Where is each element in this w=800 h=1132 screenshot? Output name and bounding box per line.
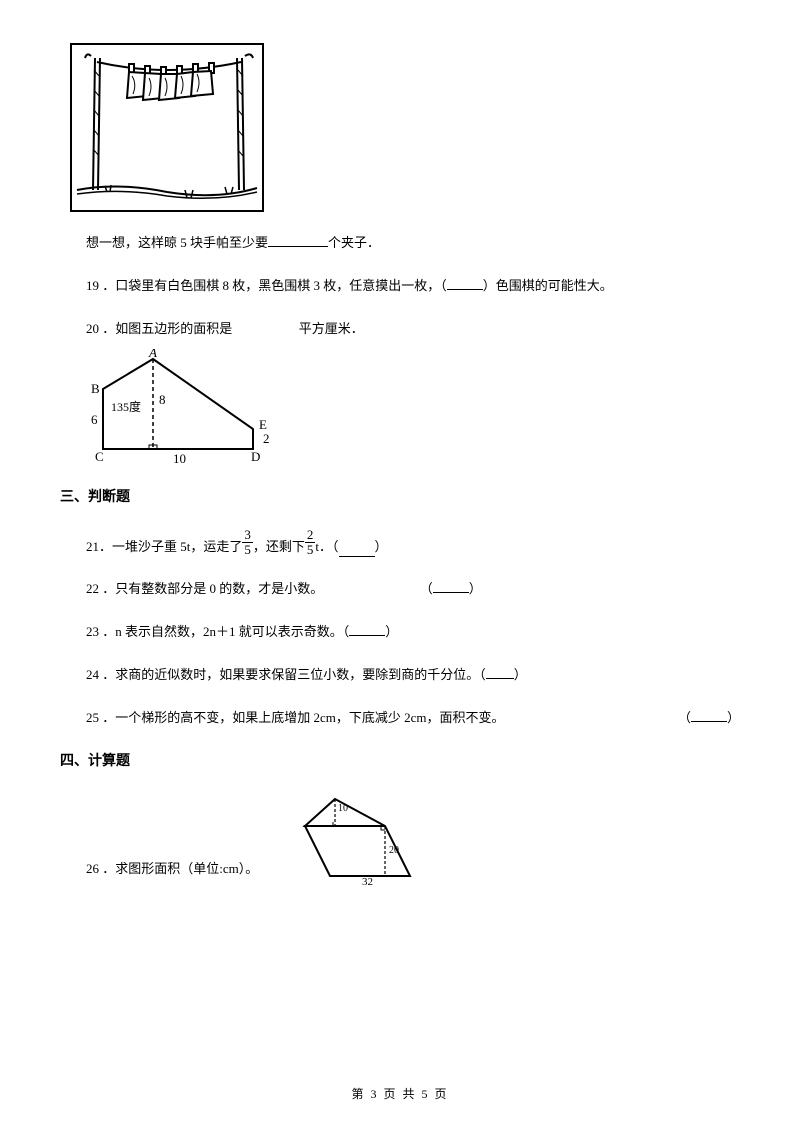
q-text-post: ） — [514, 667, 527, 682]
figure-clothesline — [67, 40, 741, 215]
question-26: 26 ．求图形面积（单位:cm）。 10 20 32 — [60, 791, 740, 886]
q-text: ．只有整数部分是 0 的数，才是小数。 — [102, 581, 323, 596]
blank — [447, 277, 483, 290]
q-text-b: ，还剩下 — [253, 537, 305, 558]
svg-text:2: 2 — [263, 431, 270, 446]
page-content: 想一想，这样晾 5 块手帕至少要 个夹子． 19 ．口袋里有白色围棋 8 枚，黑色… — [60, 40, 740, 886]
footer-text: 第 3 页 共 5 页 — [351, 1087, 448, 1101]
blank — [486, 666, 514, 679]
q-text-post: ）色围棋的可能性大。 — [483, 278, 613, 293]
clothesline-svg — [67, 40, 267, 215]
fraction-2: 25 — [305, 528, 316, 558]
blank — [339, 544, 375, 557]
q-text-d: ） — [375, 537, 388, 558]
heading-3: 三、判断题 — [60, 487, 740, 509]
svg-text:A: A — [148, 349, 157, 360]
svg-text:8: 8 — [159, 392, 166, 407]
q-text-pre: ．n 表示自然数，2n＋1 就可以表示奇数。（ — [102, 624, 349, 639]
q-num: 25 — [86, 710, 99, 725]
question-23: 23 ．n 表示自然数，2n＋1 就可以表示奇数。（ ） — [60, 622, 740, 643]
fraction-1: 35 — [242, 528, 253, 558]
question-20: 20 ．如图五边形的面积是 平方厘米． — [60, 319, 740, 340]
svg-text:20: 20 — [389, 845, 399, 856]
q-text-post: ） — [385, 624, 398, 639]
question-24: 24 ．求商的近似数时，如果要求保留三位小数，要除到商的千分位。（ ） — [60, 665, 740, 686]
parallelogram-svg: 10 20 32 — [270, 791, 420, 886]
svg-text:B: B — [91, 381, 100, 396]
q-text-pre: ．如图五边形的面积是 — [102, 321, 232, 336]
svg-text:10: 10 — [173, 451, 186, 466]
svg-text:10: 10 — [338, 803, 348, 814]
q-num: 22 — [86, 581, 99, 596]
blank — [691, 709, 727, 722]
q-text: ．求图形面积（单位:cm）。 — [102, 861, 258, 876]
q-text-pre: ．求商的近似数时，如果要求保留三位小数，要除到商的千分位。（ — [102, 667, 486, 682]
q-text-a: ．一堆沙子重 5t，运走了 — [99, 537, 242, 558]
q-num: 21 — [86, 537, 99, 558]
q-num: 26 — [86, 861, 99, 876]
q-text: ．一个梯形的高不变，如果上底增加 2cm，下底减少 2cm，面积不变。 — [102, 710, 504, 725]
figure-pentagon: A B C D E 6 8 2 10 135度 — [73, 349, 740, 469]
q-text-pre: ．口袋里有白色围棋 8 枚，黑色围棋 3 枚，任意摸出一枚，（ — [102, 278, 447, 293]
question-22: 22 ．只有整数部分是 0 的数，才是小数。 （） — [60, 579, 740, 600]
svg-text:32: 32 — [362, 876, 373, 886]
caption-post: 个夹子． — [328, 235, 380, 250]
blank — [433, 580, 469, 593]
figure-caption: 想一想，这样晾 5 块手帕至少要 个夹子． — [60, 233, 740, 254]
q-num: 23 — [86, 624, 99, 639]
q-text-post: 平方厘米． — [299, 321, 364, 336]
svg-text:E: E — [259, 417, 267, 432]
q-num: 19 — [86, 278, 99, 293]
caption-pre: 想一想，这样晾 5 块手帕至少要 — [86, 235, 268, 250]
q-num: 24 — [86, 667, 99, 682]
question-25: 25 ．一个梯形的高不变，如果上底增加 2cm，下底减少 2cm，面积不变。 （… — [60, 708, 740, 729]
blank — [268, 234, 328, 247]
svg-text:6: 6 — [91, 412, 98, 427]
q-text-c: t．（ — [315, 537, 338, 558]
heading-4: 四、计算题 — [60, 751, 740, 773]
blank — [349, 623, 385, 636]
pentagon-svg: A B C D E 6 8 2 10 135度 — [73, 349, 283, 469]
question-19: 19 ．口袋里有白色围棋 8 枚，黑色围棋 3 枚，任意摸出一枚，（ ）色围棋的可… — [60, 276, 740, 297]
svg-text:C: C — [95, 449, 104, 464]
question-21: 21 ．一堆沙子重 5t，运走了 35 ，还剩下 25 t．（ ） — [60, 528, 740, 558]
svg-text:135度: 135度 — [111, 399, 141, 414]
q-num: 20 — [86, 321, 99, 336]
svg-text:D: D — [251, 449, 260, 464]
page-footer: 第 3 页 共 5 页 — [0, 1085, 800, 1102]
